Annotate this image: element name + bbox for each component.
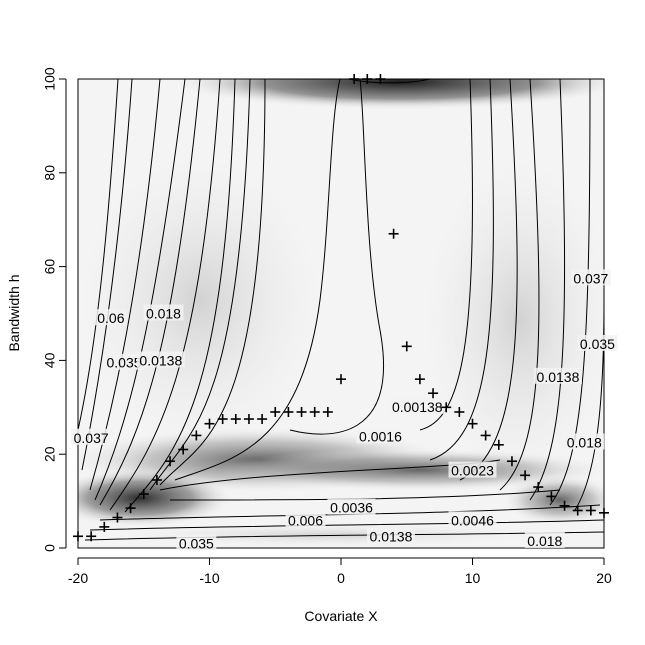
optimal-bandwidth-point	[559, 500, 570, 511]
optimal-bandwidth-point	[599, 507, 609, 518]
contour-label-bg	[448, 511, 497, 528]
optimal-bandwidth-point	[217, 414, 228, 425]
plot-frame	[77, 78, 605, 549]
contour-label-bg	[143, 304, 184, 321]
contour-label: 0.0138	[370, 529, 413, 545]
optimal-bandwidth-point	[178, 444, 189, 455]
optimal-bandwidth-point	[428, 388, 439, 399]
optimal-bandwidth-point	[362, 74, 373, 84]
optimal-bandwidth-point	[296, 406, 307, 417]
optimal-bandwidth-point	[414, 374, 425, 385]
optimal-bandwidth-point	[533, 482, 544, 493]
optimal-bandwidth-point	[73, 531, 83, 542]
optimal-bandwidth-point	[99, 521, 110, 532]
contour-label: 0.0046	[451, 512, 494, 528]
contour-label-bg	[94, 309, 127, 326]
y-tick-label: 0	[42, 544, 58, 552]
y-axis-title: Bandwidth h	[6, 274, 22, 351]
optimal-bandwidth-point	[138, 489, 149, 500]
contour-label-bg	[356, 427, 405, 444]
contour-label-bg	[564, 433, 605, 450]
optimal-bandwidth-markers	[73, 74, 609, 542]
contour-label: 0.037	[74, 430, 109, 446]
x-axis-title: Covariate X	[304, 608, 378, 624]
contour-label: 0.06	[97, 310, 124, 326]
y-tick-label: 80	[42, 165, 58, 181]
optimal-bandwidth-point	[572, 505, 583, 516]
contour-label-bg	[176, 534, 217, 551]
contour-label-bg	[524, 531, 565, 548]
optimal-bandwidth-point	[401, 341, 412, 352]
y-axis: 0 20 40 60 80 100	[42, 67, 67, 552]
contour-label-bg	[136, 351, 185, 368]
contour-label-bg	[448, 461, 497, 478]
contour-label-bg	[285, 511, 326, 528]
contour-label: 0.006	[288, 512, 323, 528]
optimal-bandwidth-point	[506, 456, 517, 467]
x-tick-label: -10	[199, 570, 219, 586]
optimal-bandwidth-point	[375, 74, 386, 84]
optimal-bandwidth-point	[441, 402, 452, 413]
contour-labels: 0.06 0.035 0.037 0.018 0.0138 0.00138 0.0016 0.…	[71, 269, 618, 551]
contour-label-bg	[533, 367, 582, 384]
contour-label: 0.018	[146, 306, 181, 322]
y-tick-label: 100	[42, 67, 58, 91]
contour-label: 0.018	[527, 533, 562, 549]
optimal-bandwidth-point	[243, 414, 254, 425]
x-tick-label: -20	[68, 570, 88, 586]
optimal-bandwidth-point	[467, 418, 478, 429]
contour-label: 0.035	[107, 355, 142, 371]
optimal-bandwidth-point	[86, 531, 97, 542]
contour-label: 0.037	[573, 270, 608, 286]
optimal-bandwidth-point	[546, 491, 557, 502]
contour-label: 0.0138	[139, 352, 182, 368]
optimal-bandwidth-point	[125, 503, 136, 514]
contour-label: 0.0036	[330, 500, 373, 516]
contour-label-bg	[577, 334, 618, 351]
x-tick-label: 20	[596, 570, 612, 586]
x-axis: -20 -10 0 10 20	[68, 557, 612, 586]
x-tick-label: 10	[465, 570, 481, 586]
optimal-bandwidth-point	[309, 406, 320, 417]
optimal-bandwidth-point	[322, 406, 333, 417]
optimal-bandwidth-point	[283, 406, 294, 417]
contour-label-bg	[71, 428, 112, 445]
y-tick-label: 60	[42, 259, 58, 275]
contour-label-bg	[104, 353, 145, 370]
contour-label: 0.0023	[451, 463, 494, 479]
optimal-bandwidth-point	[493, 439, 504, 450]
optimal-bandwidth-point	[336, 374, 346, 385]
contour-label-bg	[327, 498, 376, 515]
optimal-bandwidth-point	[230, 414, 241, 425]
optimal-bandwidth-point	[585, 505, 596, 516]
contour-label: 0.00138	[392, 399, 443, 415]
contour-label-bg	[570, 269, 611, 286]
contour-label-bg	[389, 397, 446, 414]
optimal-bandwidth-point	[112, 512, 123, 523]
density-shading	[78, 79, 604, 548]
optimal-bandwidth-point	[454, 406, 465, 417]
optimal-bandwidth-point	[165, 456, 176, 467]
optimal-bandwidth-point	[349, 74, 360, 84]
x-tick-label: 0	[337, 570, 345, 586]
contour-label: 0.0138	[537, 369, 580, 385]
contour-label-bg	[366, 527, 415, 544]
optimal-bandwidth-point	[257, 414, 268, 425]
y-tick-label: 20	[42, 446, 58, 462]
contour-label: 0.0016	[359, 428, 402, 444]
optimal-bandwidth-point	[480, 430, 491, 441]
optimal-bandwidth-point	[191, 430, 202, 441]
contour-label: 0.035	[179, 535, 214, 551]
contour-label: 0.035	[580, 336, 615, 352]
optimal-bandwidth-point	[151, 474, 162, 485]
optimal-bandwidth-point	[388, 228, 399, 239]
optimal-bandwidth-point	[204, 418, 215, 429]
optimal-bandwidth-point	[520, 470, 531, 481]
optimal-bandwidth-point	[270, 406, 281, 417]
y-tick-label: 40	[42, 352, 58, 368]
contour-label: 0.018	[567, 434, 602, 450]
